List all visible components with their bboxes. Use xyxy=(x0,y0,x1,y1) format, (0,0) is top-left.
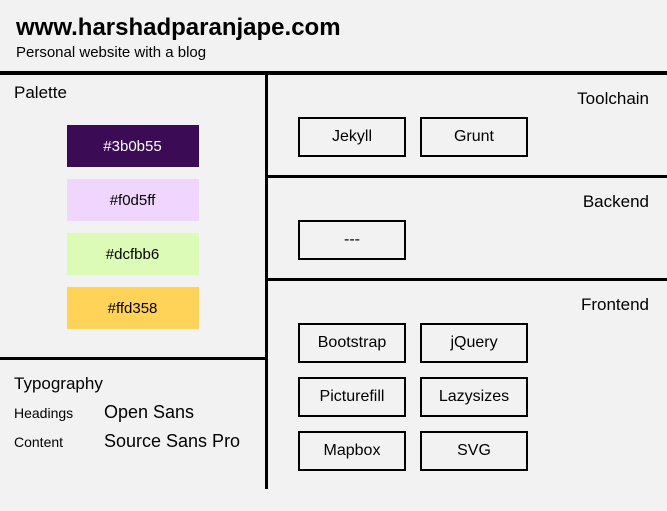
palette-label: Palette xyxy=(0,75,265,107)
tech-section-label: Frontend xyxy=(268,287,667,319)
typography-row: ContentSource Sans Pro xyxy=(0,427,265,456)
tech-chip: jQuery xyxy=(420,323,528,363)
typography-block: Typography HeadingsOpen SansContentSourc… xyxy=(0,357,265,466)
tech-chip: Jekyll xyxy=(298,117,406,157)
tech-chip: Bootstrap xyxy=(298,323,406,363)
typography-value: Source Sans Pro xyxy=(104,431,240,452)
swatch-row: #f0d5ff xyxy=(0,179,265,221)
palette-swatch: #ffd358 xyxy=(67,287,199,329)
tech-chip: Picturefill xyxy=(298,377,406,417)
site-subtitle: Personal website with a blog xyxy=(16,44,651,61)
left-column: Palette #3b0b55 #f0d5ff #dcfbb6 #ffd358 Typ… xyxy=(0,75,265,489)
palette-block: #3b0b55 #f0d5ff #dcfbb6 #ffd358 xyxy=(0,107,265,357)
palette-swatch: #f0d5ff xyxy=(67,179,199,221)
palette-swatch: #3b0b55 xyxy=(67,125,199,167)
swatch-row: #dcfbb6 xyxy=(0,233,265,275)
typography-key: Content xyxy=(14,434,104,450)
tech-section: Frontend Bootstrap jQuery Picturefill Lazysi… xyxy=(268,281,667,489)
typography-value: Open Sans xyxy=(104,402,194,423)
tech-section: Toolchain Jekyll Grunt xyxy=(268,75,667,175)
right-column: ToolchainJekyllGruntBackend---FrontendBo… xyxy=(265,75,667,489)
tech-section: Backend --- xyxy=(268,178,667,278)
tech-section-label: Backend xyxy=(268,184,667,216)
tech-chip: --- xyxy=(298,220,406,260)
chip-row: --- xyxy=(268,216,588,264)
typography-key: Headings xyxy=(14,405,104,421)
tech-section-label: Toolchain xyxy=(268,81,667,113)
chip-row: Bootstrap jQuery Picturefill Lazysizes Mapbo… xyxy=(268,319,588,475)
columns: Palette #3b0b55 #f0d5ff #dcfbb6 #ffd358 Typ… xyxy=(0,75,667,489)
site-title: www.harshadparanjape.com xyxy=(16,14,651,42)
swatch-row: #3b0b55 xyxy=(0,125,265,167)
tech-chip: Lazysizes xyxy=(420,377,528,417)
chip-row: Jekyll Grunt xyxy=(268,113,588,161)
typography-row: HeadingsOpen Sans xyxy=(0,398,265,427)
palette-swatch: #dcfbb6 xyxy=(67,233,199,275)
typography-label: Typography xyxy=(0,366,265,398)
tech-chip: SVG xyxy=(420,431,528,471)
swatch-row: #ffd358 xyxy=(0,287,265,329)
header: www.harshadparanjape.com Personal websit… xyxy=(0,0,667,71)
tech-chip: Mapbox xyxy=(298,431,406,471)
tech-chip: Grunt xyxy=(420,117,528,157)
